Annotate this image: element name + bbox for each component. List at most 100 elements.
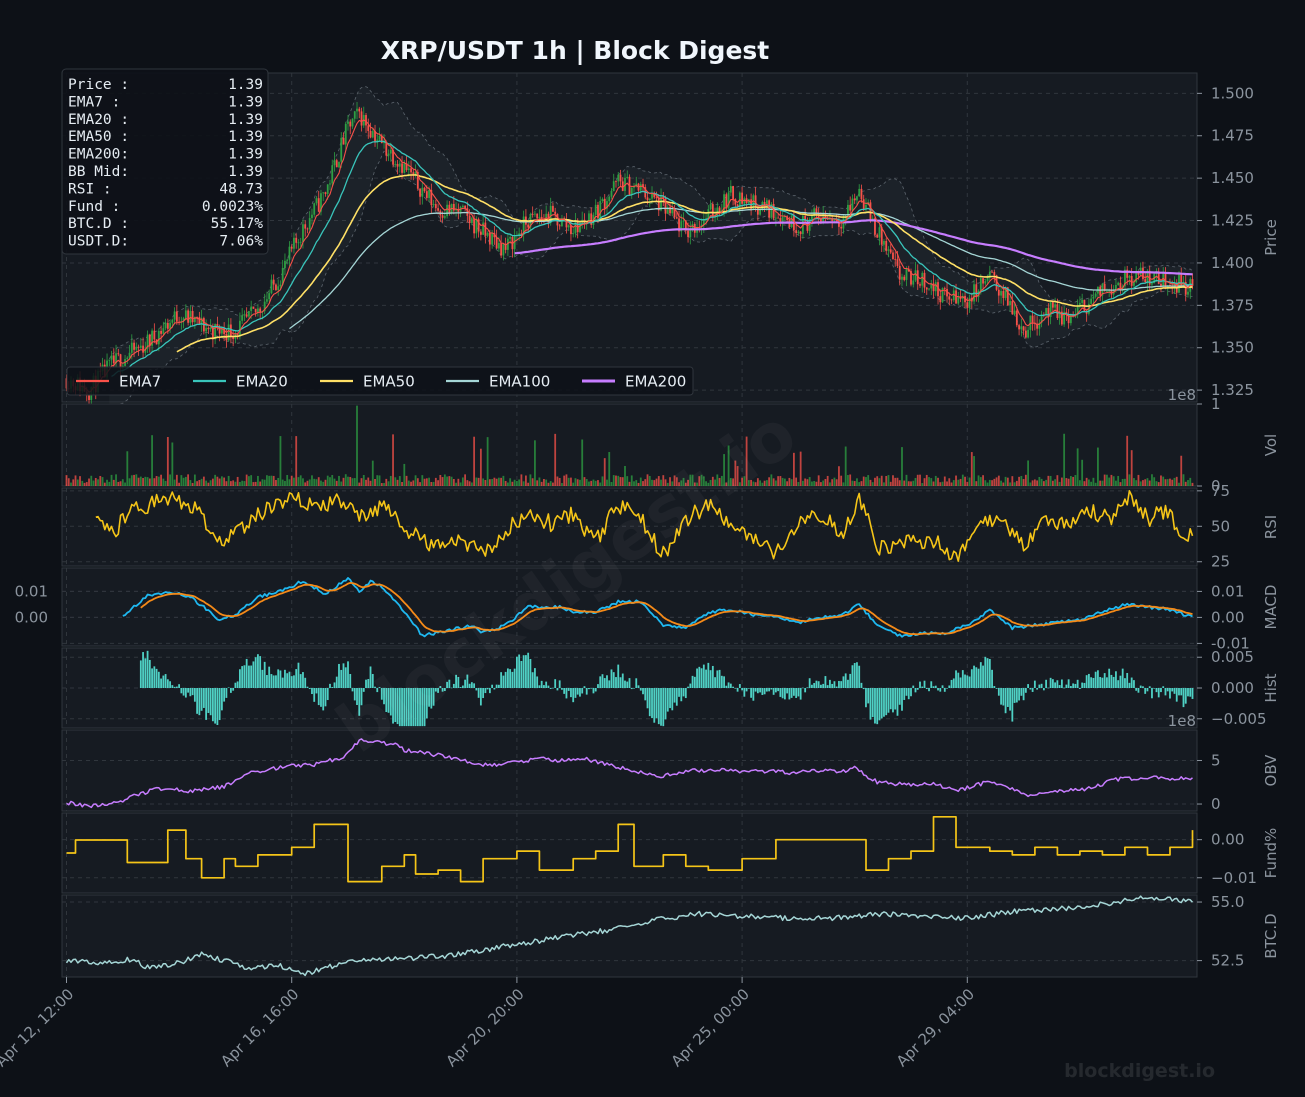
hist-bar [254, 657, 257, 688]
volume-bar [394, 477, 397, 486]
hist-bar [824, 676, 827, 688]
info-value: 0.0023% [202, 199, 263, 215]
hist-bar [916, 688, 919, 690]
hist-bar [955, 670, 957, 688]
candle-body [473, 218, 476, 234]
candle-body [196, 316, 199, 318]
macd-ylabel: MACD [1262, 585, 1280, 630]
hist-bar [531, 672, 534, 688]
volume-bar [777, 476, 780, 486]
candle-body [689, 229, 692, 238]
volume-bar [157, 476, 160, 486]
hist-bar [914, 688, 917, 693]
hist-bar [315, 688, 318, 694]
volume-bar [383, 482, 385, 486]
hist-bar [383, 688, 385, 705]
macd-left-tick-label: 0.00 [15, 608, 48, 626]
volume-bar [833, 477, 836, 486]
hist-bar [178, 684, 181, 688]
hist-bar [1144, 688, 1147, 694]
hist-bar [331, 687, 334, 688]
candle-body [338, 161, 340, 168]
candle-body [407, 168, 410, 171]
volume-bar [295, 436, 298, 486]
hist-bar [455, 674, 457, 688]
candle-body [457, 209, 460, 212]
volume-bar [689, 474, 692, 486]
hist-bar [930, 681, 933, 688]
hist-bar [639, 688, 642, 691]
volume-bar [428, 477, 430, 486]
volume-bar [790, 479, 793, 486]
volume-bar [696, 482, 698, 486]
hist-bar [1018, 688, 1020, 701]
volume-bar [470, 482, 473, 486]
candle-body [412, 172, 415, 175]
candle-body [421, 187, 424, 197]
candle-body [135, 346, 138, 350]
hist-bar [720, 675, 723, 688]
candle-body [856, 196, 858, 201]
hist-bar [700, 668, 703, 688]
hist-bar [941, 685, 944, 688]
hist-bar [153, 666, 156, 688]
hist-bar [193, 688, 196, 702]
hist-bar [513, 668, 516, 688]
volume-bar [831, 479, 834, 486]
volume-bar [110, 474, 113, 486]
volume-bar [180, 475, 183, 486]
candle-body [257, 308, 259, 313]
volume-bar [475, 477, 478, 486]
hist-bar [234, 682, 237, 688]
volume-bar [455, 482, 457, 486]
volume-bar [126, 451, 129, 486]
volume-bar [853, 481, 856, 486]
hist-bar [896, 688, 899, 716]
hist-bar [682, 688, 685, 697]
volume-bar [227, 475, 230, 486]
candle-body [813, 208, 816, 217]
hist-bar [651, 688, 653, 719]
hist-bar [1173, 688, 1176, 694]
hist-bars [139, 650, 1194, 727]
volume-bar [338, 475, 340, 486]
hist-bar [182, 688, 185, 696]
volume-bar [957, 479, 960, 486]
hist-bar [934, 685, 937, 688]
volume-bar [545, 479, 548, 486]
candle-body [797, 231, 800, 234]
volume-bar [207, 482, 210, 486]
candle-body [648, 198, 651, 201]
hist-bar [745, 688, 748, 692]
hist-bar [585, 688, 588, 695]
volume-bar [502, 475, 505, 486]
candle-body [509, 237, 512, 239]
volume-bar [802, 480, 804, 486]
candle-body [128, 352, 131, 358]
hist-bar [932, 686, 935, 688]
volume-bar [266, 475, 268, 486]
volume-bar [92, 480, 95, 486]
candle-body [885, 240, 888, 251]
hist-bar [317, 688, 320, 706]
volume-bar [97, 479, 99, 486]
volume-bar [115, 474, 117, 486]
hist-bar [675, 688, 678, 706]
candle-body [903, 276, 906, 280]
candle-body [932, 283, 935, 292]
hist-bar [729, 683, 732, 688]
candle-body [324, 192, 327, 194]
candle-body [619, 174, 622, 182]
volume-bar [358, 482, 361, 486]
hist-bar [644, 688, 647, 701]
candle-body [763, 202, 766, 207]
hist-bar [883, 688, 885, 717]
volume-bar [1072, 476, 1075, 486]
candle-body [678, 218, 680, 232]
hist-bar [833, 681, 836, 688]
volume-bar [948, 478, 951, 486]
volume-bar [225, 481, 228, 486]
rsi-tick-label: 50 [1211, 517, 1230, 535]
hist-bar [853, 662, 856, 688]
volume-bar [842, 482, 845, 486]
